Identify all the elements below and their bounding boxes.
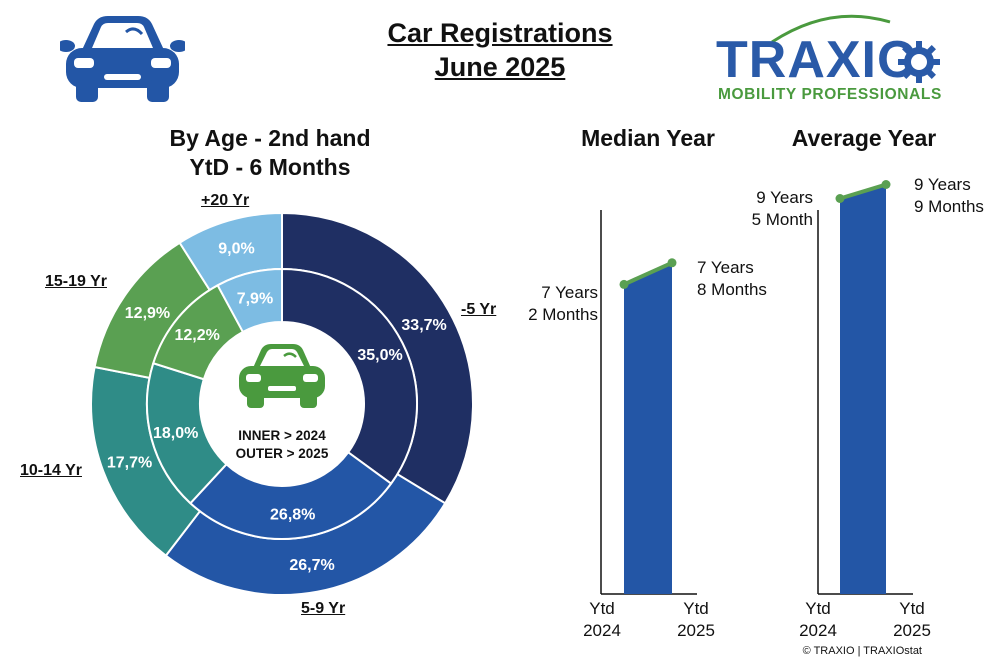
donut-title-line-1: By Age - 2nd hand bbox=[169, 125, 371, 151]
donut-title-line-2: YtD - 6 Months bbox=[189, 154, 351, 180]
donut-inner-slice-0 bbox=[281, 267, 418, 485]
median-x-label-2025-line2: 2025 bbox=[677, 621, 715, 640]
donut-hole bbox=[202, 324, 362, 484]
donut-chart: 33,7% 26,7% 17,7% 12,9% 9,0% 35,0% 26,8% 18,0% 1… bbox=[90, 211, 474, 596]
title-line-1: Car Registrations bbox=[387, 18, 613, 48]
average-2024-value-label: 9 Years 5 Month bbox=[737, 187, 813, 231]
median-2024-months: 2 Months bbox=[528, 305, 598, 324]
median-2025-years: 7 Years bbox=[697, 258, 754, 277]
average-x-label-2025-line2: 2025 bbox=[893, 621, 931, 640]
logo-wordmark: TRAXIO bbox=[716, 31, 919, 89]
logo-swoosh bbox=[771, 14, 891, 44]
bar-area bbox=[840, 184, 886, 594]
median-2024-years: 7 Years bbox=[541, 283, 598, 302]
category-label-15-19: 15-19 Yr bbox=[45, 273, 107, 290]
average-x-label-2024-line1: Ytd bbox=[805, 599, 831, 618]
median-2024-value-label: 7 Years 2 Months bbox=[520, 282, 598, 326]
donut-outer-label-2: 17,7% bbox=[107, 455, 152, 472]
median-x-label-2024-line2: 2024 bbox=[583, 621, 621, 640]
donut-inner-label-0: 35,0% bbox=[357, 347, 402, 364]
average-2024-years: 9 Years bbox=[756, 188, 813, 207]
donut-inner-label-4: 7,9% bbox=[237, 290, 273, 307]
average-x-label-2024-line2: 2024 bbox=[799, 621, 837, 640]
median-x-label-2024: Ytd 2024 bbox=[572, 598, 632, 642]
trend-line bbox=[623, 260, 673, 287]
bar-area bbox=[624, 262, 672, 594]
donut-inner-label-3: 12,2% bbox=[174, 327, 219, 344]
median-2025-value-label: 7 Years 8 Months bbox=[697, 257, 767, 301]
average-2025-years: 9 Years bbox=[914, 175, 971, 194]
average-2025-value-label: 9 Years 9 Months bbox=[914, 174, 984, 218]
donut-inner-slice-1 bbox=[189, 450, 393, 540]
donut-outer-label-4: 9,0% bbox=[218, 240, 254, 257]
average-2024-months: 5 Month bbox=[751, 210, 813, 229]
category-label-10-14: 10-14 Yr bbox=[20, 462, 82, 479]
page-title: Car Registrations June 2025 bbox=[300, 16, 700, 84]
donut-title: By Age - 2nd hand YtD - 6 Months bbox=[140, 124, 400, 182]
donut-inner-slice-4 bbox=[216, 267, 283, 334]
data-point-1 bbox=[667, 258, 677, 268]
data-point-0 bbox=[619, 279, 629, 289]
donut-center-text-1: INNER > 2024 bbox=[238, 428, 326, 443]
average-x-label-2025: Ytd 2025 bbox=[882, 598, 942, 642]
median-x-label-2024-line1: Ytd bbox=[589, 599, 615, 618]
donut-outer-label-3: 12,9% bbox=[125, 305, 170, 322]
car-icon bbox=[60, 16, 185, 102]
median-2025-months: 8 Months bbox=[697, 280, 767, 299]
median-chart-title: Median Year bbox=[581, 125, 715, 151]
average-chart-title: Average Year bbox=[791, 125, 937, 151]
category-label-under-5: -5 Yr bbox=[461, 301, 497, 318]
data-point-0 bbox=[835, 194, 845, 203]
average-x-label-2025-line1: Ytd bbox=[899, 599, 925, 618]
copyright-notice: © TRAXIO | TRAXIOstat bbox=[802, 645, 922, 657]
car-icon bbox=[239, 344, 325, 408]
logo-tagline: MOBILITY PROFESSIONALS bbox=[718, 86, 942, 103]
donut-inner-label-1: 26,8% bbox=[270, 506, 315, 523]
title-line-2: June 2025 bbox=[434, 52, 566, 82]
median-x-label-2025-line1: Ytd bbox=[683, 599, 709, 618]
category-label-20-plus: +20 Yr bbox=[201, 192, 250, 209]
gear-icon bbox=[898, 41, 940, 83]
donut-outer-label-1: 26,7% bbox=[289, 557, 334, 574]
category-label-5-9: 5-9 Yr bbox=[301, 600, 346, 617]
data-point-1 bbox=[881, 180, 891, 189]
trend-line bbox=[839, 182, 887, 201]
donut-outer-label-0: 33,7% bbox=[401, 317, 446, 334]
average-x-label-2024: Ytd 2024 bbox=[788, 598, 848, 642]
average-2025-months: 9 Months bbox=[914, 197, 984, 216]
donut-center-text-2: OUTER > 2025 bbox=[236, 446, 329, 461]
donut-inner-label-2: 18,0% bbox=[153, 425, 198, 442]
median-x-label-2025: Ytd 2025 bbox=[666, 598, 726, 642]
